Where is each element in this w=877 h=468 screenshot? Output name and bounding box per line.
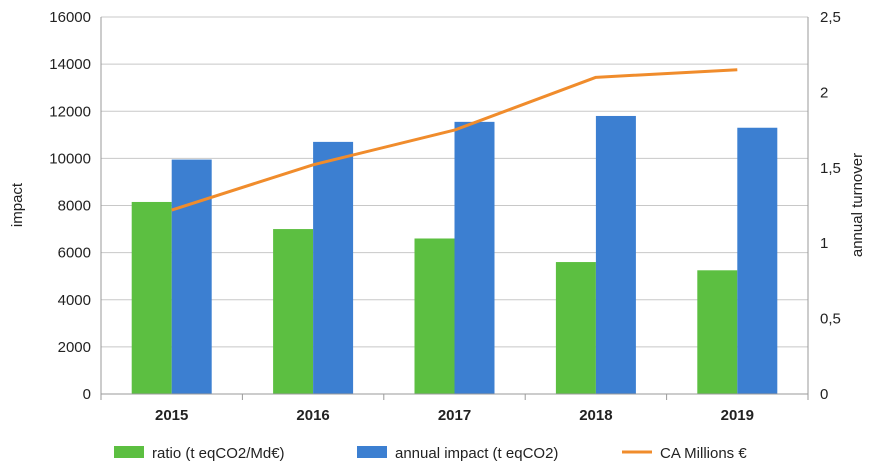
category-label: 2019 [721, 407, 754, 424]
bar-ratio [131, 201, 172, 394]
turnover-line-path [171, 68, 738, 212]
bar-annual-impact [595, 115, 636, 395]
bar-annual-impact [454, 121, 495, 395]
legend-swatch [114, 446, 144, 458]
right-axis-title: annual turnover [849, 153, 866, 257]
category-label: 2018 [579, 407, 612, 424]
legend: ratio (t eqCO2/Md€) annual impact (t eqCO… [114, 445, 747, 462]
left-tick-label: 0 [83, 386, 91, 403]
axes [100, 17, 809, 400]
left-tick-label: 8000 [58, 198, 91, 215]
bar-ratio [697, 270, 738, 394]
left-tick-label: 16000 [49, 9, 91, 26]
category-axis-ticks: 2015 2016 2017 2018 2019 [155, 407, 754, 424]
right-axis-ticks: 0 0,5 1 1,5 2 2,5 [820, 9, 841, 403]
left-tick-label: 6000 [58, 245, 91, 262]
legend-label: annual impact (t eqCO2) [395, 445, 558, 462]
bar-annual-impact [737, 127, 778, 395]
left-tick-label: 4000 [58, 292, 91, 309]
category-label: 2015 [155, 407, 188, 424]
right-tick-label: 1 [820, 235, 828, 252]
left-axis-title: impact [9, 182, 26, 227]
legend-swatch [357, 446, 387, 458]
bar-marks [131, 115, 778, 395]
left-tick-label: 2000 [58, 339, 91, 356]
left-tick-label: 12000 [49, 103, 91, 120]
category-label: 2016 [296, 407, 329, 424]
right-tick-label: 0 [820, 386, 828, 403]
legend-label: ratio (t eqCO2/Md€) [152, 445, 285, 462]
left-tick-label: 14000 [49, 56, 91, 73]
legend-label: CA Millions € [660, 445, 747, 462]
turnover-line [171, 68, 738, 212]
right-tick-label: 0,5 [820, 311, 841, 328]
bar-ratio [555, 262, 596, 394]
left-axis-ticks: 0 2000 4000 6000 8000 10000 12000 14000 16000 [49, 9, 91, 403]
bar-ratio [273, 229, 314, 394]
category-label: 2017 [438, 407, 471, 424]
right-tick-label: 2,5 [820, 9, 841, 26]
bar-annual-impact [171, 159, 212, 394]
right-tick-label: 1,5 [820, 160, 841, 177]
bar-ratio [414, 238, 455, 394]
right-tick-label: 2 [820, 84, 828, 101]
bar-annual-impact [313, 141, 354, 394]
left-tick-label: 10000 [49, 150, 91, 167]
